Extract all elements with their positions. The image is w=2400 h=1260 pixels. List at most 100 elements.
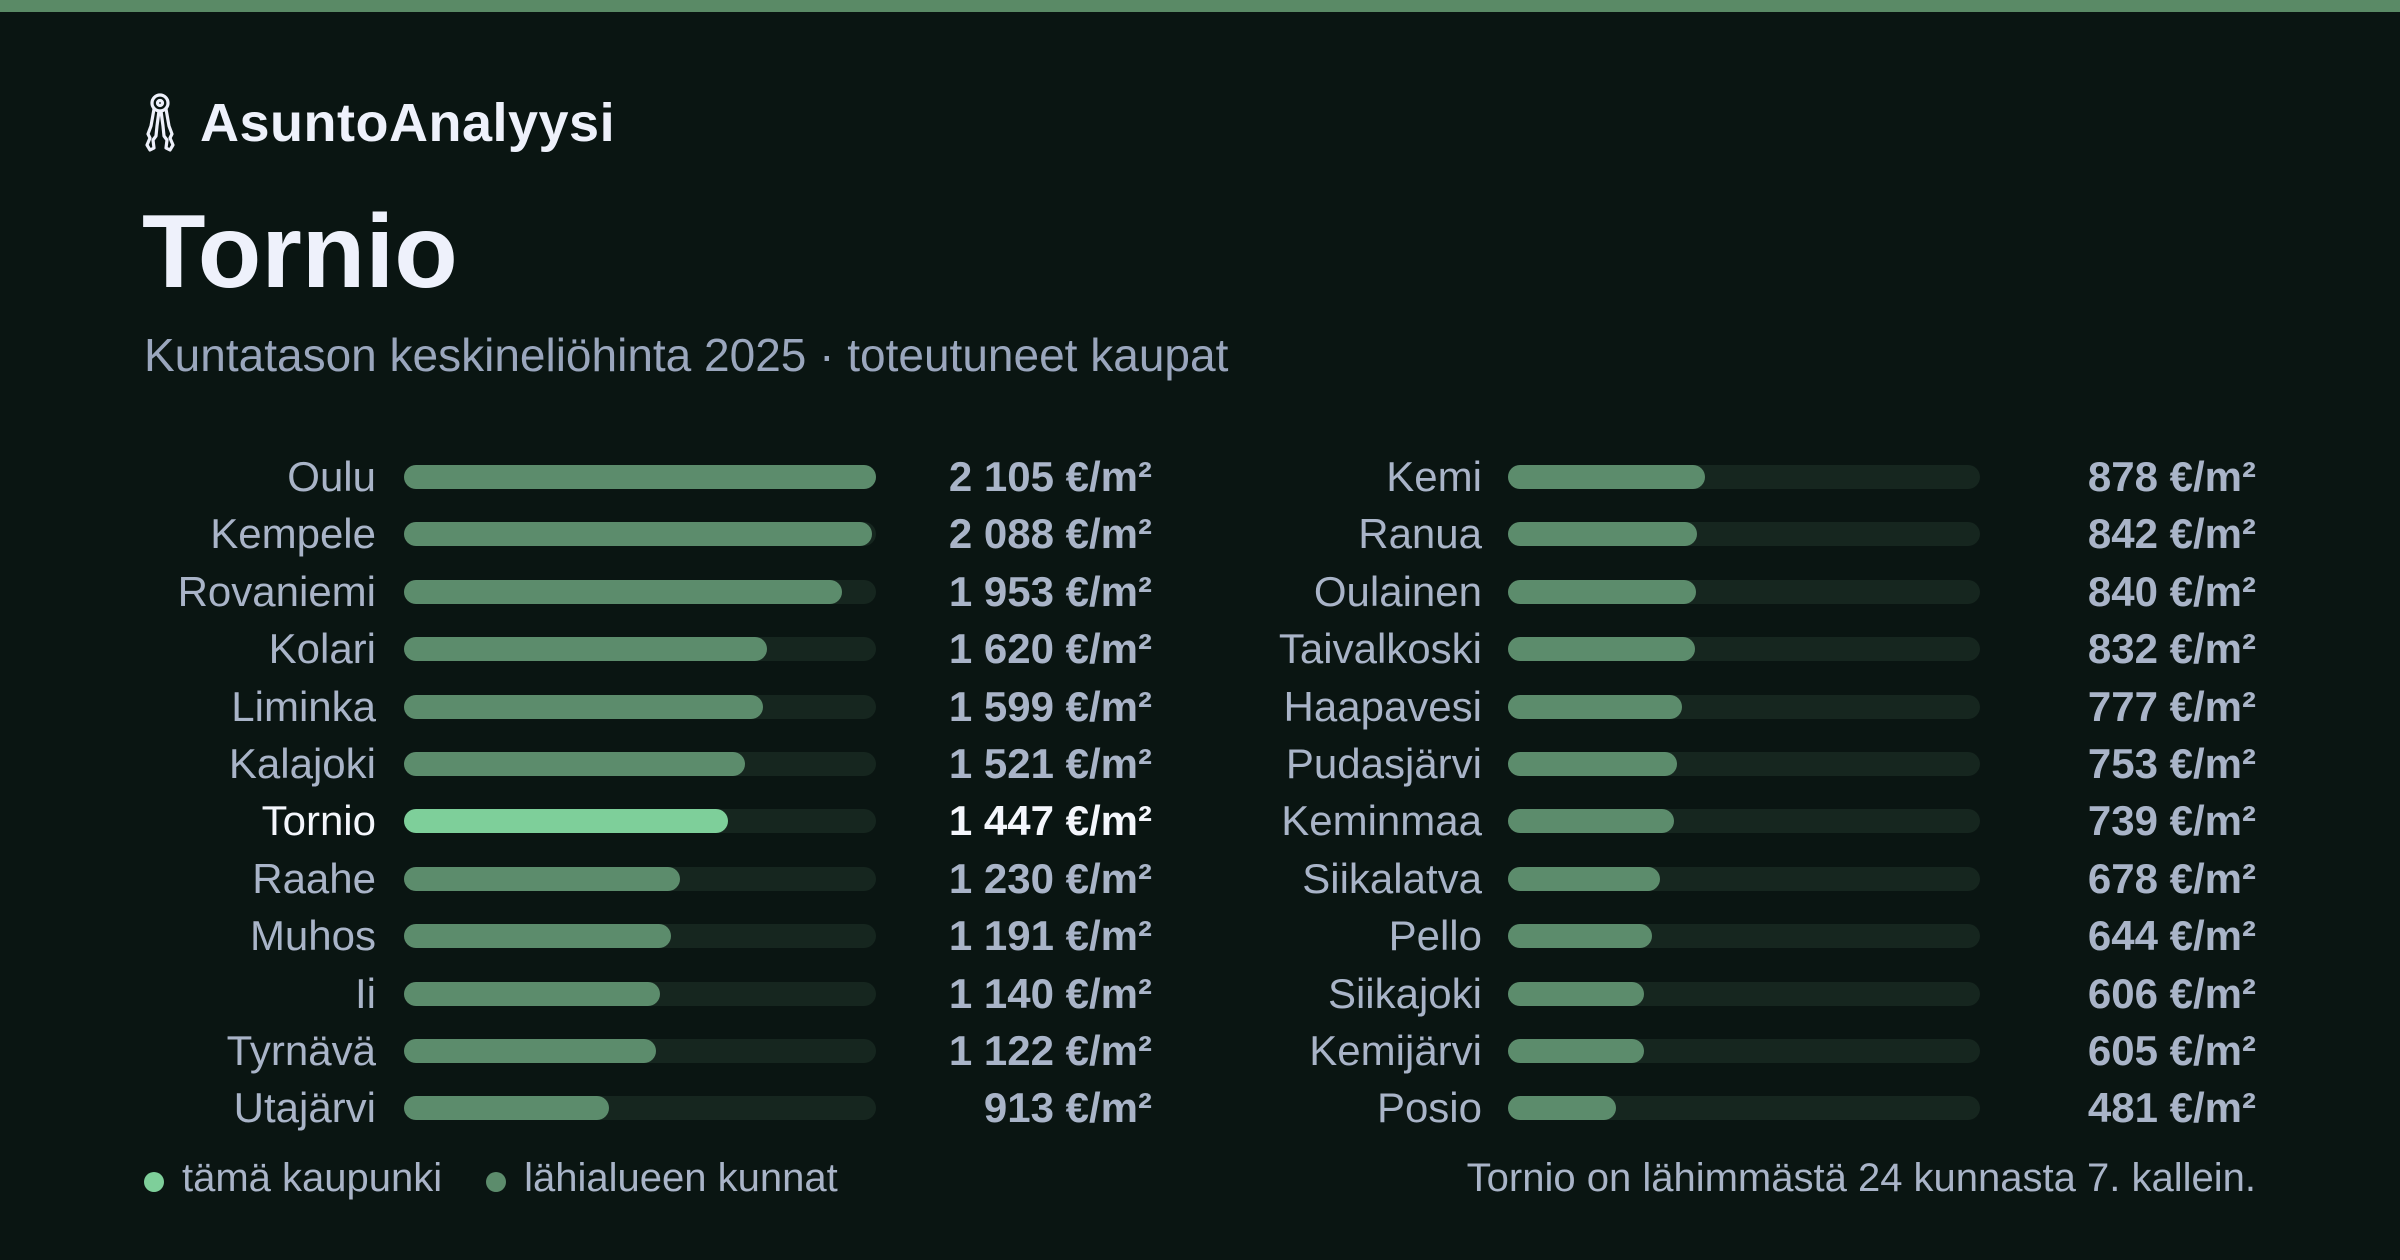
bar-track [404, 579, 876, 604]
value-label: 644 €/m² [2087, 912, 2256, 960]
bar-fill [1508, 924, 1653, 949]
bar-fill [1508, 809, 1674, 834]
bar-row: Utajärvi 913 €/m² [0, 1079, 2400, 1136]
category-label: Tornio [261, 797, 376, 845]
category-label: Raahe [252, 854, 376, 902]
value-label: 1 599 €/m² [948, 682, 1152, 730]
value-label: 678 €/m² [2087, 854, 2256, 902]
bar-fill [404, 924, 672, 949]
bar-fill [1508, 981, 1644, 1006]
value-label: 1 230 €/m² [948, 854, 1152, 902]
bar-row: Posio 481 €/m² [0, 1079, 2400, 1136]
bar-track [1508, 579, 1980, 604]
value-label: 1 447 €/m² [948, 797, 1152, 845]
value-label: 1 140 €/m² [948, 969, 1152, 1017]
bar-row: Taivalkoski 832 €/m² [0, 620, 2400, 677]
bar-fill [404, 1039, 656, 1063]
bar-track [1508, 809, 1980, 834]
bar-fill [404, 465, 876, 489]
category-label: Kemijärvi [1309, 1027, 1482, 1074]
category-label: Kalajoki [228, 740, 376, 787]
value-label: 1 620 €/m² [948, 625, 1152, 673]
bar-track [1508, 866, 1980, 891]
legend-item-nearby: lähialueen kunnat [486, 1156, 838, 1201]
category-label: Pudasjärvi [1285, 740, 1482, 787]
category-label: Ranua [1358, 510, 1482, 558]
bar-row: Pello 644 €/m² [0, 907, 2400, 964]
bar-fill [1508, 637, 1695, 662]
bar-row: Raahe 1 230 €/m² [0, 850, 2400, 907]
value-label: 878 €/m² [2087, 453, 2256, 500]
value-label: 840 €/m² [2087, 567, 2256, 615]
bar-row: Haapavesi 777 €/m² [0, 678, 2400, 735]
bar-track [404, 866, 876, 891]
bar-row: Tornio 1 447 €/m² [0, 792, 2400, 849]
bar-track [404, 637, 876, 662]
page-title: Tornio [142, 194, 458, 310]
bar-row: Rovaniemi 1 953 €/m² [0, 563, 2400, 620]
bar-track [1508, 1096, 1980, 1121]
value-label: 913 €/m² [983, 1084, 1152, 1132]
bar-track [1508, 924, 1980, 949]
value-label: 777 €/m² [2087, 682, 2256, 730]
bar-track [404, 694, 876, 719]
bar-track [1508, 981, 1980, 1006]
bar-track [404, 1039, 876, 1063]
bar-fill [1508, 1096, 1616, 1121]
category-label: Taivalkoski [1278, 625, 1482, 673]
bar-fill [404, 752, 746, 776]
bar-fill [1508, 866, 1661, 891]
bar-track [1508, 637, 1980, 662]
value-label: 739 €/m² [2087, 797, 2256, 845]
bar-row: Muhos 1 191 €/m² [0, 907, 2400, 964]
category-label: Liminka [231, 682, 376, 730]
legend-dot-nearby [486, 1172, 507, 1192]
bar-row: Siikalatva 678 €/m² [0, 850, 2400, 907]
bar-fill [1508, 694, 1683, 719]
bar-fill [1508, 579, 1697, 604]
bar-fill [404, 981, 660, 1006]
value-label: 753 €/m² [2087, 740, 2256, 787]
category-label: Haapavesi [1283, 682, 1482, 730]
footnote: Tornio on lähimmästä 24 kunnasta 7. kall… [1466, 1156, 2256, 1200]
category-label: Kempele [210, 510, 376, 558]
bar-track [1508, 1039, 1980, 1063]
bar-row: Keminmaa 739 €/m² [0, 792, 2400, 849]
bar-row: Ranua 842 €/m² [0, 505, 2400, 562]
legend-dot-highlight [144, 1172, 164, 1192]
bar-fill [404, 579, 842, 604]
category-label: Kemi [1386, 453, 1482, 500]
brand: AsuntoAnalyysi [140, 88, 615, 158]
legend-label-nearby: lähialueen kunnat [524, 1155, 838, 1200]
bar-track [404, 924, 876, 949]
value-label: 842 €/m² [2087, 510, 2256, 558]
bar-track [404, 522, 876, 547]
bar-fill [404, 809, 729, 834]
category-label: Keminmaa [1281, 797, 1482, 845]
legend-item-this-city: tämä kaupunki [144, 1156, 442, 1201]
bar-row: Ii 1 140 €/m² [0, 965, 2400, 1022]
bar-row: Siikajoki 606 €/m² [0, 965, 2400, 1022]
brand-name: AsuntoAnalyysi [200, 93, 616, 153]
bar-fill [1508, 522, 1697, 547]
top-accent-bar [0, 0, 2400, 12]
bar-fill [404, 866, 680, 891]
value-label: 832 €/m² [2087, 625, 2256, 673]
value-label: 606 €/m² [2087, 969, 2256, 1017]
bar-row: Oulu 2 105 €/m² [0, 448, 2400, 505]
bar-row: Kolari 1 620 €/m² [0, 620, 2400, 677]
legend: tämä kaupunki lähialueen kunnat [144, 1150, 882, 1206]
bar-row: Kemijärvi 605 €/m² [0, 1022, 2400, 1079]
bar-track [404, 1096, 876, 1121]
category-label: Tyrnävä [226, 1027, 376, 1074]
category-label: Utajärvi [233, 1084, 376, 1132]
keys-icon [145, 93, 175, 152]
value-label: 1 521 €/m² [948, 740, 1152, 787]
category-label: Oulu [287, 453, 376, 500]
bar-row: Liminka 1 599 €/m² [0, 678, 2400, 735]
value-label: 1 122 €/m² [948, 1027, 1152, 1074]
category-label: Ii [355, 969, 376, 1017]
value-label: 2 088 €/m² [948, 510, 1152, 558]
bar-track [1508, 465, 1980, 489]
bar-track [404, 809, 876, 834]
